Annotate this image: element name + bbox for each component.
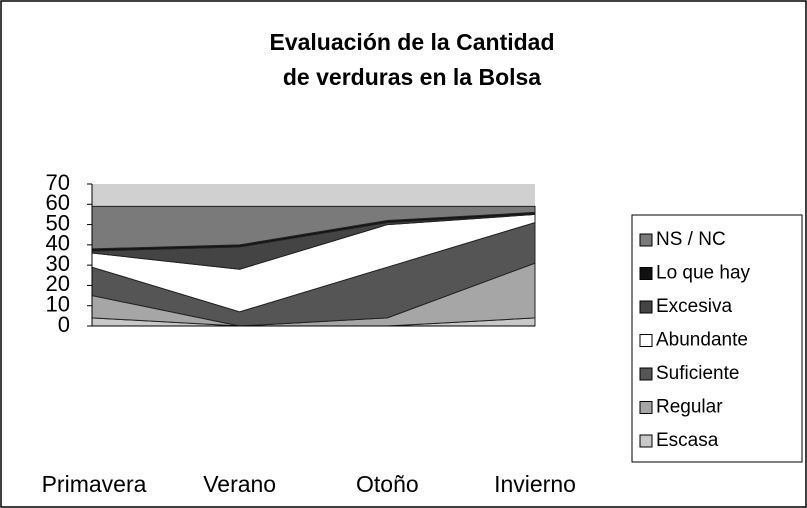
x-tick-label: Otoño [356, 471, 419, 497]
legend-label: Excesiva [656, 296, 732, 317]
legend-box [631, 214, 803, 463]
legend-swatch [639, 300, 653, 314]
x-tick-label: Primavera [42, 471, 147, 497]
y-tick-label: 20 [46, 271, 70, 296]
legend-swatch [639, 233, 653, 247]
legend-swatch [639, 334, 653, 347]
legend-label: Regular [656, 397, 723, 418]
legend-swatch [639, 434, 653, 448]
y-tick-label: 10 [46, 292, 70, 317]
y-tick-label: 0 [58, 312, 70, 337]
legend-label: Lo que hay [656, 263, 751, 284]
x-tick-label: Invierno [494, 471, 576, 497]
legend-label: Escasa [656, 430, 719, 451]
legend-swatch [639, 401, 653, 414]
legend-swatch [639, 267, 653, 280]
chart-title: Evaluación de la Cantidad [269, 29, 554, 55]
y-tick-label: 50 [46, 210, 70, 235]
legend-label: Abundante [656, 330, 748, 351]
legend-label: Suficiente [656, 363, 739, 384]
legend-label: NS / NC [656, 229, 726, 250]
area [91, 205, 536, 250]
chart-title: de verduras en la Bolsa [283, 64, 541, 90]
y-tick-label: 30 [46, 251, 70, 276]
x-tick-label: Verano [203, 471, 276, 497]
y-tick-label: 70 [46, 170, 70, 195]
legend-swatch [639, 367, 653, 381]
y-tick-label: 60 [46, 190, 70, 215]
y-tick-label: 40 [46, 231, 70, 256]
